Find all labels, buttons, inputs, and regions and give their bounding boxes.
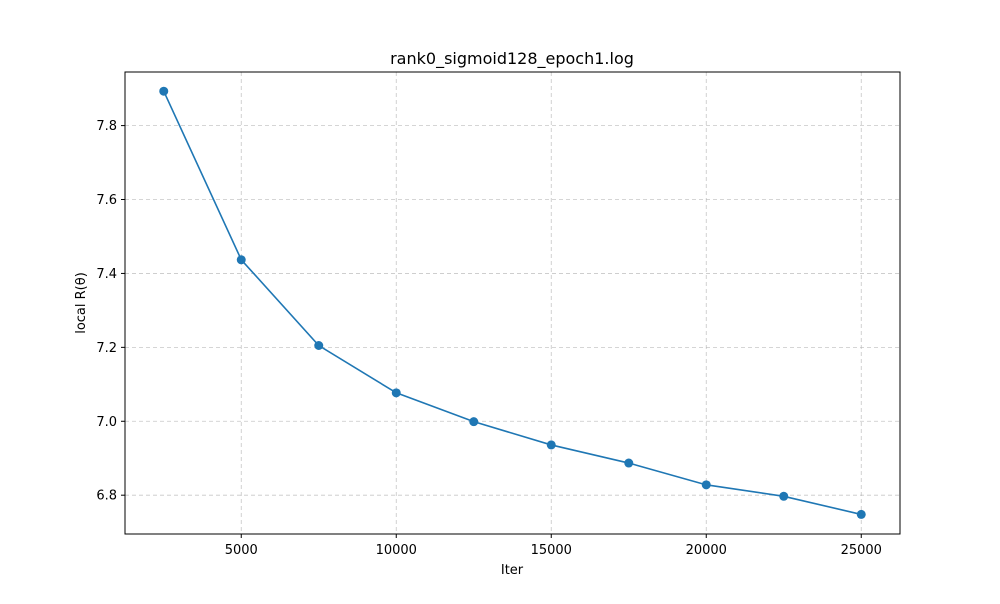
series-line [163,90,862,516]
x-tick-label: 15000 [531,543,572,558]
data-point-marker [391,388,401,398]
y-tick-label: 6.8 [96,489,117,504]
y-tick-label: 7.2 [96,341,117,356]
y-tick-label: 7.6 [96,193,117,208]
data-point-marker [159,86,169,96]
plot-frame [124,71,901,535]
data-point-marker [314,341,324,351]
x-tick-label: 20000 [686,543,727,558]
y-tick-label: 7.0 [96,415,117,430]
y-axis-label: local R(θ) [74,272,89,334]
x-axis-label: Iter [501,563,524,578]
data-point-marker [624,458,634,468]
data-point-marker [701,480,711,490]
y-tick-label: 7.8 [96,119,117,134]
series-layer [159,86,866,519]
y-tick-label: 7.4 [96,267,117,282]
x-tick-label: 5000 [225,543,258,558]
data-point-marker [779,491,789,501]
data-point-marker [546,440,556,450]
chart-title: rank0_sigmoid128_epoch1.log [390,49,634,69]
grid-lines [125,72,900,534]
axes: 5000 10000 15000 20000 25000 6.8 7.0 7.2 7.4 7.6 7… [96,71,901,558]
x-tick-label: 25000 [841,543,882,558]
x-tick-label: 10000 [376,543,417,558]
data-point-marker [469,417,479,427]
data-point-marker [856,509,866,519]
data-point-marker [236,255,246,265]
